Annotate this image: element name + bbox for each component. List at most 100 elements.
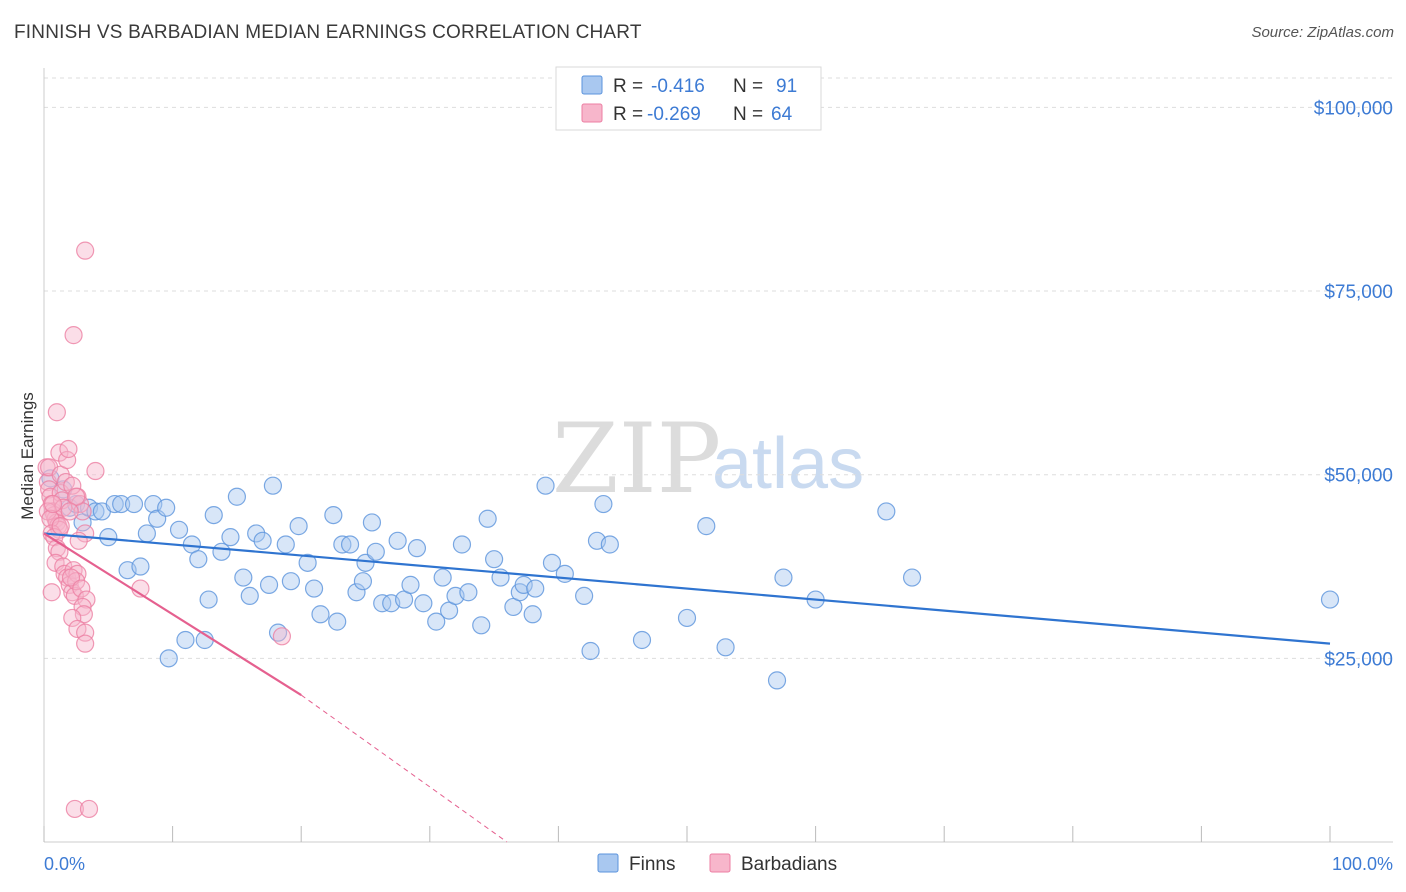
data-point — [774, 568, 793, 587]
legend-swatch-barbadians — [581, 103, 603, 123]
data-point — [176, 630, 195, 650]
data-point — [575, 586, 594, 606]
legend-bottom-label-barbadians: Barbadians — [741, 854, 837, 875]
data-point — [542, 553, 562, 572]
data-point — [716, 638, 735, 657]
data-point — [79, 799, 99, 819]
data-point — [414, 594, 433, 613]
data-point — [41, 487, 60, 506]
legend-n-value-finns: 91 — [776, 76, 797, 97]
data-point — [353, 572, 373, 591]
data-point — [388, 531, 407, 550]
y-tick-labels: $25,000 $50,000 $75,000 $100,000 — [1314, 98, 1393, 670]
data-point — [594, 494, 613, 514]
legend-r-value-barbadians: -0.269 — [647, 104, 701, 125]
x-tick-label-max: 100.0% — [1332, 854, 1393, 874]
data-point — [328, 612, 347, 631]
data-point — [401, 575, 420, 594]
legend-bottom: Finns Barbadians — [597, 853, 837, 875]
data-point — [877, 502, 896, 521]
data-point — [76, 634, 95, 653]
data-point — [253, 531, 272, 550]
legend-n-label-finns: N = — [733, 76, 763, 97]
data-point — [240, 586, 259, 606]
data-point — [247, 524, 266, 543]
data-point — [112, 494, 131, 514]
data-point — [221, 528, 240, 547]
data-point — [427, 612, 446, 631]
data-point — [526, 579, 545, 598]
data-point — [131, 557, 150, 576]
legend-r-label-barbadians: R = — [613, 104, 643, 125]
data-point — [452, 535, 472, 554]
trendline-finns — [43, 532, 1331, 645]
data-point — [1320, 590, 1340, 609]
data-point — [478, 509, 497, 528]
data-point — [86, 461, 105, 481]
data-point — [157, 498, 176, 517]
data-point — [40, 480, 59, 499]
data-point — [523, 605, 542, 624]
data-point — [64, 326, 83, 345]
trendline-barbadians-extension — [300, 694, 508, 843]
series-finns-points — [41, 469, 1340, 690]
y-tick-label: $25,000 — [1324, 649, 1393, 670]
data-point — [407, 539, 427, 558]
data-point — [324, 505, 343, 525]
data-point — [272, 627, 292, 646]
axes — [43, 68, 1393, 843]
data-point — [333, 535, 352, 554]
data-point — [555, 564, 574, 583]
data-point — [600, 535, 619, 554]
legend-r-value-finns: -0.416 — [651, 76, 705, 97]
data-point — [41, 509, 60, 528]
data-point — [199, 590, 218, 609]
data-point — [159, 649, 178, 668]
data-point — [304, 579, 324, 598]
data-point — [60, 502, 79, 521]
data-point — [234, 568, 253, 587]
data-point — [459, 583, 478, 602]
legend-bottom-label-finns: Finns — [629, 854, 675, 875]
data-point — [137, 524, 156, 543]
data-point — [63, 476, 82, 495]
data-point — [124, 494, 144, 514]
data-point — [289, 517, 308, 536]
data-point — [263, 476, 283, 495]
y-tick-label: $75,000 — [1324, 282, 1393, 303]
data-point — [227, 487, 246, 506]
data-point — [632, 630, 652, 650]
data-point — [514, 575, 533, 594]
data-point — [581, 641, 600, 661]
data-point — [298, 553, 317, 572]
watermark-atlas: atlas — [712, 424, 864, 504]
data-point — [65, 799, 84, 819]
y-axis-title: Median Earnings — [18, 392, 37, 520]
data-point — [697, 517, 716, 536]
data-point — [485, 550, 504, 569]
chart-title: FINNISH VS BARBADIAN MEDIAN EARNINGS COR… — [14, 22, 642, 43]
data-point — [59, 439, 78, 459]
x-tick-label-min: 0.0% — [44, 854, 85, 874]
data-point — [276, 535, 295, 554]
data-point — [281, 572, 301, 591]
data-point — [472, 616, 491, 635]
data-point — [189, 550, 208, 569]
data-point — [42, 583, 61, 602]
source-label: Source: ZipAtlas.com — [1251, 24, 1394, 41]
data-point — [47, 403, 66, 422]
trendline-barbadians — [43, 532, 302, 697]
data-point — [51, 517, 70, 536]
data-point — [43, 494, 63, 514]
legend-n-value-barbadians: 64 — [771, 104, 793, 125]
data-point — [677, 608, 697, 628]
data-point — [311, 605, 330, 624]
legend-bottom-swatch-finns — [597, 853, 619, 873]
data-point — [86, 502, 105, 521]
y-tick-label: $50,000 — [1324, 466, 1393, 487]
data-point — [63, 608, 82, 628]
data-point — [902, 568, 922, 587]
data-point — [204, 505, 223, 525]
data-point — [105, 494, 124, 514]
